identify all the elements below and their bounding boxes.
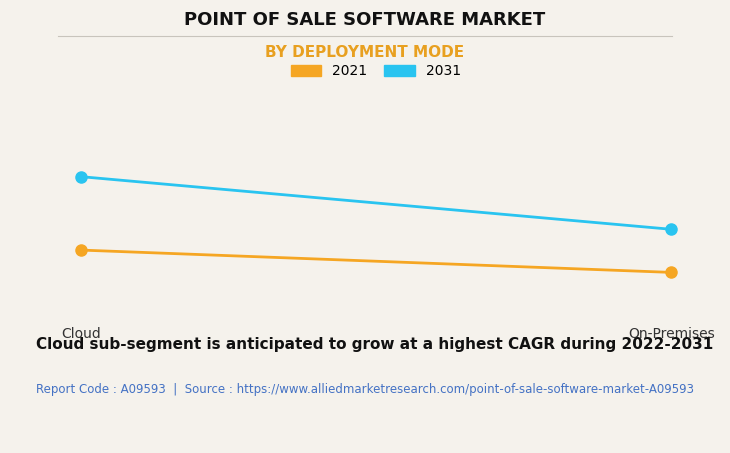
Text: BY DEPLOYMENT MODE: BY DEPLOYMENT MODE — [266, 45, 464, 60]
Text: POINT OF SALE SOFTWARE MARKET: POINT OF SALE SOFTWARE MARKET — [185, 11, 545, 29]
Legend: 2021, 2031: 2021, 2031 — [291, 64, 461, 78]
Text: Report Code : A09593  |  Source : https://www.alliedmarketresearch.com/point-of-: Report Code : A09593 | Source : https://… — [36, 383, 694, 396]
Text: Cloud sub-segment is anticipated to grow at a highest CAGR during 2022-2031: Cloud sub-segment is anticipated to grow… — [36, 337, 714, 352]
